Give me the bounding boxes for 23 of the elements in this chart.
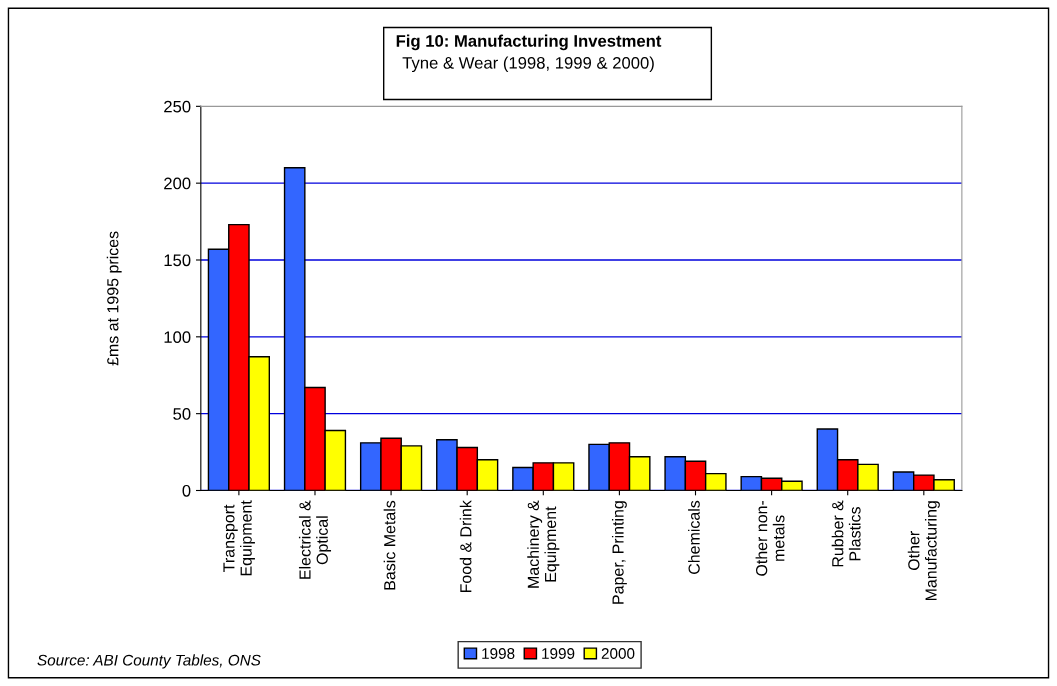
x-tick-label: Other Manufacturing xyxy=(907,501,940,601)
y-tick-label: 0 xyxy=(182,484,191,497)
x-tick-label: Rubber & Plastics xyxy=(831,500,861,567)
legend-label: 1998 xyxy=(482,648,515,659)
source-note: Source: ABI County Tables, ONS xyxy=(37,654,261,669)
y-tick-label: 200 xyxy=(164,177,191,190)
x-tick-label: Transport Equipment xyxy=(223,500,255,576)
y-tick-label: 150 xyxy=(164,254,191,267)
legend-label: 2000 xyxy=(601,648,635,659)
x-tick-label: Other non- metals xyxy=(755,500,785,576)
x-tick-label: Basic Metals xyxy=(383,500,396,590)
y-tick-label: 50 xyxy=(173,408,191,420)
legend-label: 1999 xyxy=(542,648,575,659)
chart-subtitle: Tyne & Wear (1998, 1999 & 2000) xyxy=(402,56,654,73)
y-tick-label: 100 xyxy=(164,331,191,344)
x-tick-label: Chemicals xyxy=(688,500,700,574)
chart-title: Fig 10: Manufacturing Investment xyxy=(396,34,662,51)
x-tick-label: Paper, Printing xyxy=(611,501,627,604)
x-tick-label: Food & Drink xyxy=(459,500,472,593)
x-tick-label: Electrical & Optical xyxy=(298,500,332,579)
x-tick-label: Machinery & Equipment xyxy=(527,500,560,588)
y-tick-label: 250 xyxy=(164,100,191,113)
y-axis-title: £ms at 1995 prices xyxy=(106,231,122,366)
